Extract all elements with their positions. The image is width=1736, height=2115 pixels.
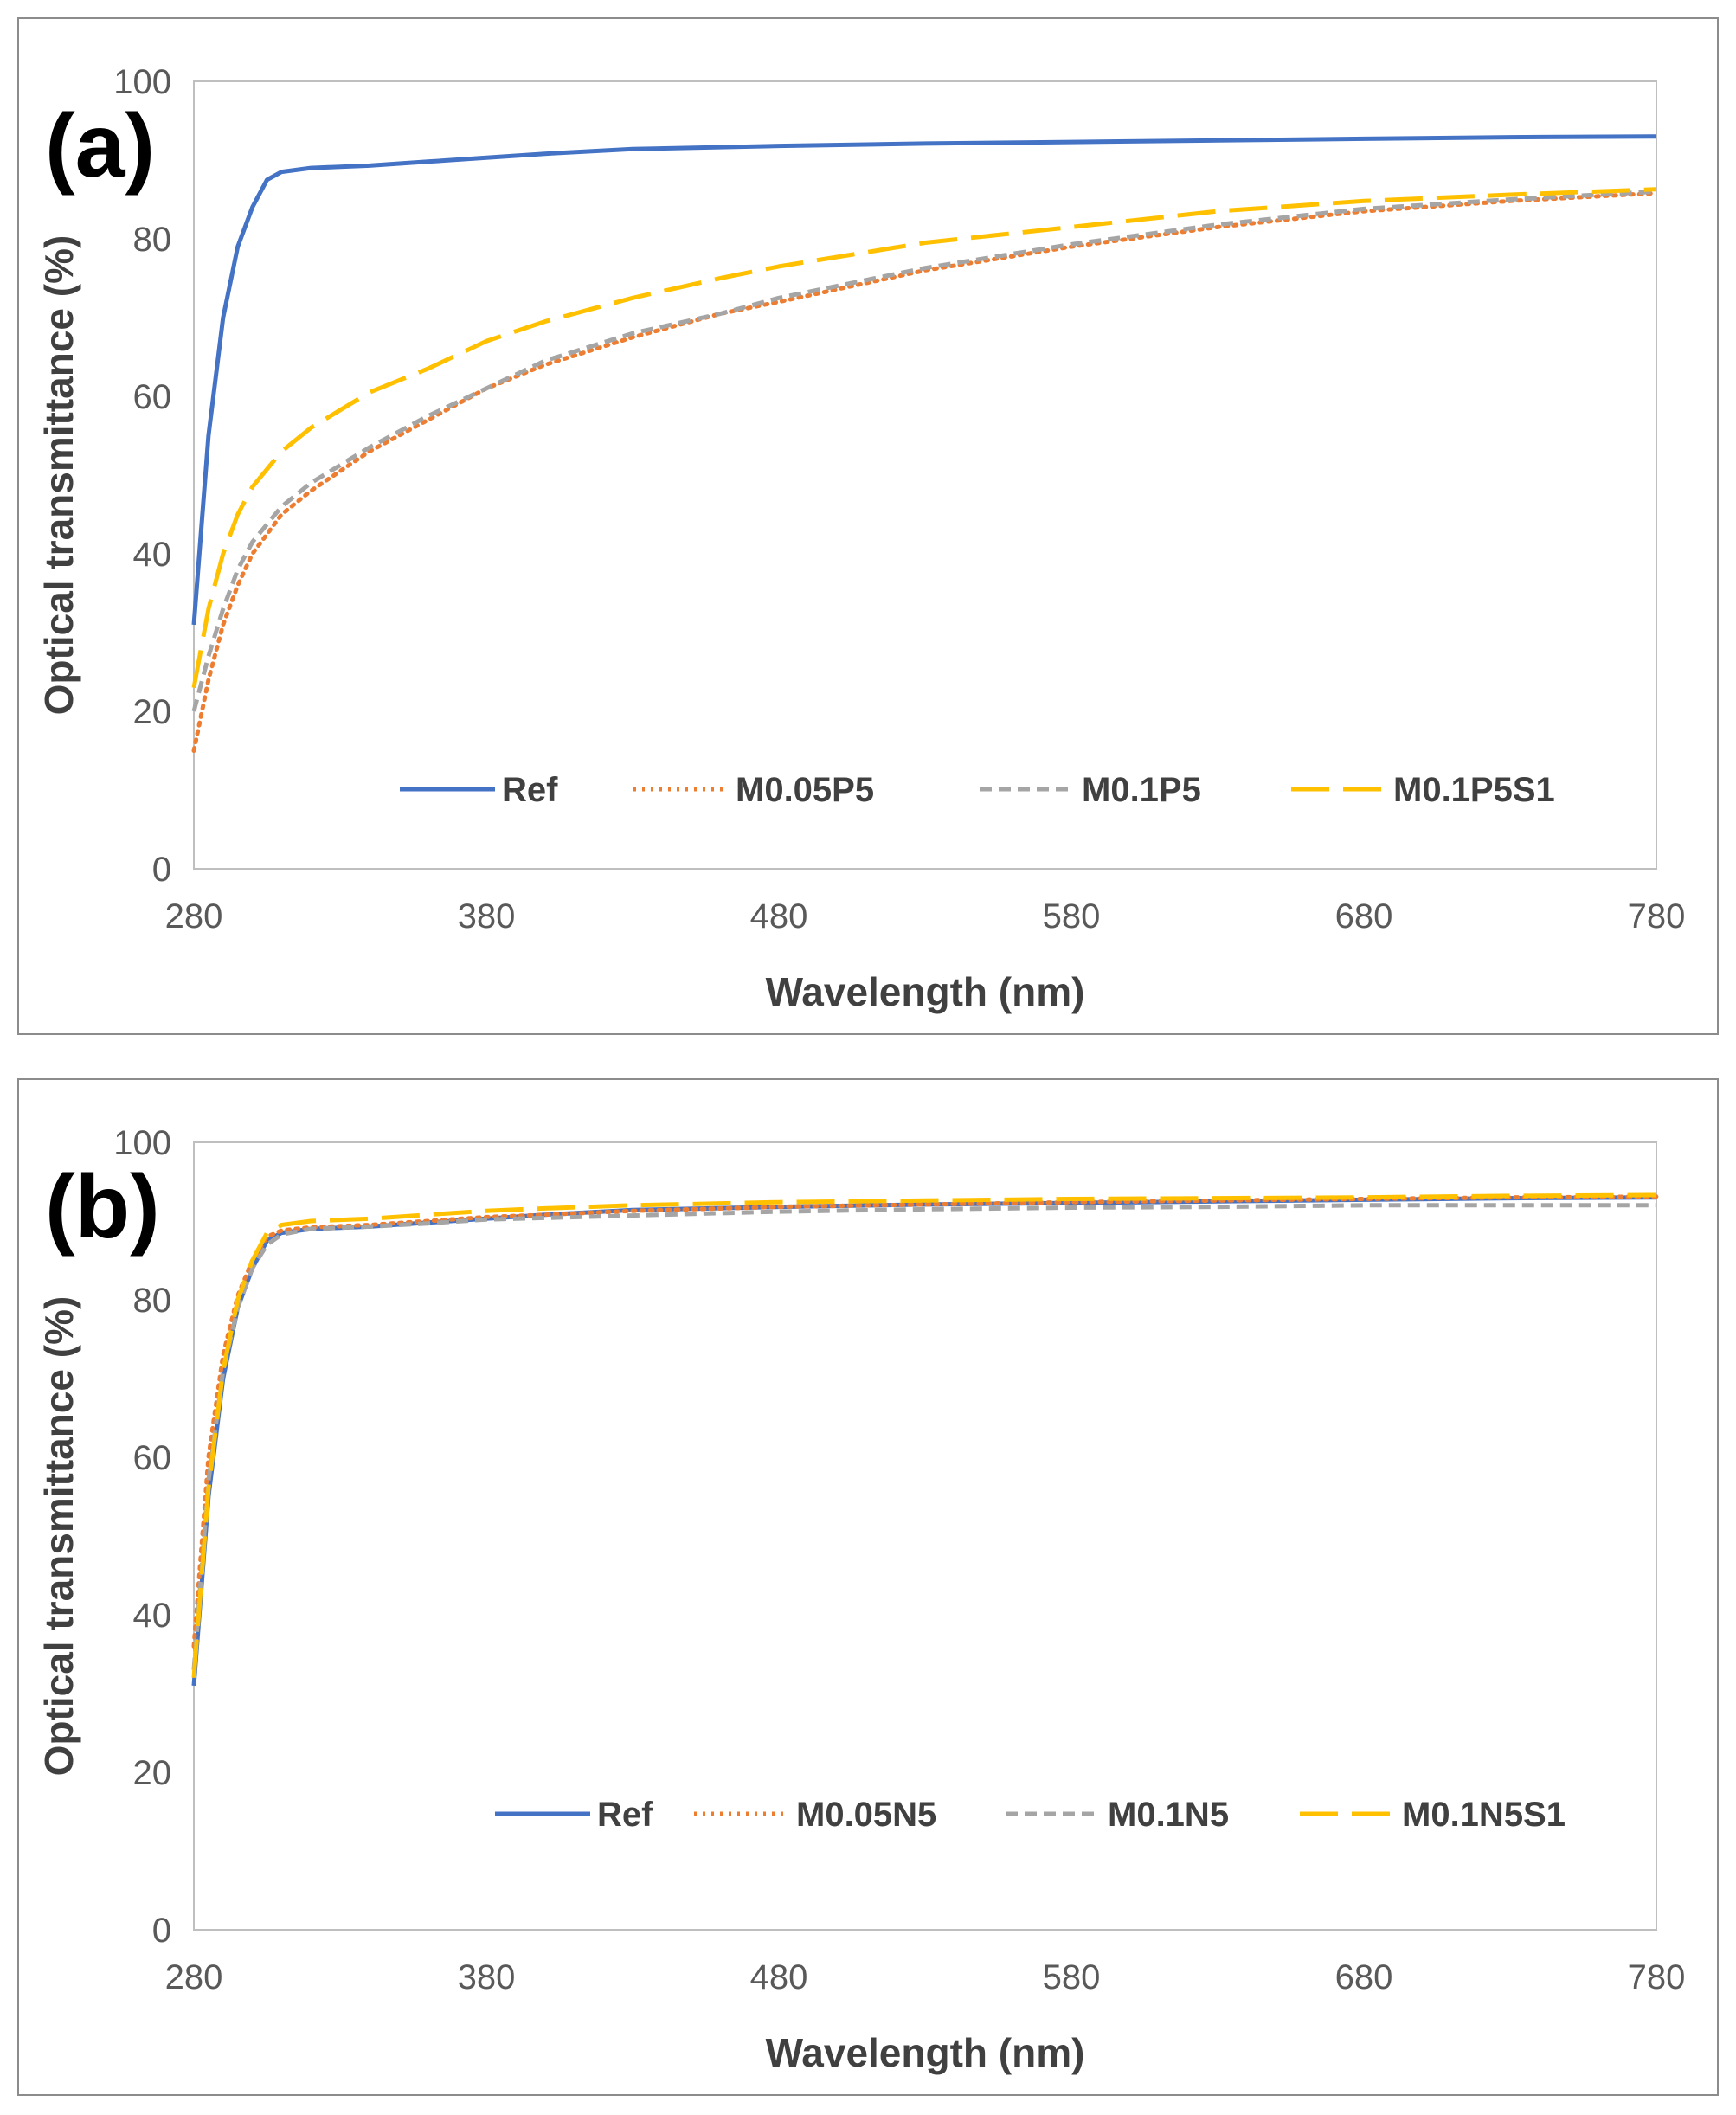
panel-label: (a) [45, 96, 155, 196]
series-line-Ref [191, 1195, 1657, 1687]
chart-panel-a: 0 20 40 60 80 100 280 380 480 580 680 780 Wavelength… [17, 17, 1719, 1035]
panel-label: (b) [45, 1157, 160, 1257]
y-tick-label: 100 [113, 1124, 171, 1162]
legend-label-M0.05P5: M0.05P5 [736, 771, 874, 809]
series-line-M0.1P5 [191, 189, 1657, 712]
y-tick-label: 0 [152, 1912, 171, 1950]
legend-label-M0.1P5S1: M0.1P5S1 [1393, 771, 1555, 809]
plot-area-frame [193, 1141, 1657, 1931]
x-tick-label: 280 [165, 897, 223, 935]
legend-label-M0.1N5: M0.1N5 [1108, 1796, 1229, 1834]
x-tick-label: 380 [458, 1958, 516, 1996]
legend-label-M0.1N5S1: M0.1N5S1 [1402, 1796, 1566, 1834]
series-line-M0.05P5 [191, 190, 1659, 753]
x-tick-label: 680 [1335, 1958, 1393, 1996]
y-tick-label: 100 [113, 63, 171, 101]
series-line-M0.1N5S1 [191, 1192, 1657, 1678]
y-tick-label: 60 [133, 1439, 172, 1477]
x-tick-label: 680 [1335, 897, 1393, 935]
y-axis-title: Optical transmittance (%) [36, 235, 81, 716]
legend-label-M0.05N5: M0.05N5 [796, 1796, 936, 1834]
legend-label-M0.1P5: M0.1P5 [1082, 771, 1201, 809]
chart-a-svg: 0 20 40 60 80 100 280 380 480 580 680 780 Wavelength… [36, 63, 1686, 1014]
y-tick-label: 20 [133, 693, 172, 731]
x-axis-title: Wavelength (nm) [766, 2030, 1085, 2075]
y-tick-label: 80 [133, 221, 172, 259]
x-tick-label: 480 [750, 1958, 808, 1996]
x-tick-label: 580 [1043, 1958, 1101, 1996]
y-tick-label: 80 [133, 1282, 172, 1320]
plot-area-frame [193, 80, 1657, 870]
chart-panel-b: 0 20 40 60 80 100 280 380 480 580 680 780 Wavelength… [17, 1078, 1719, 2096]
x-tick-label: 780 [1628, 897, 1686, 935]
y-tick-label: 20 [133, 1754, 172, 1792]
legend-label-Ref: Ref [502, 771, 558, 809]
y-tick-label: 40 [133, 536, 172, 574]
series-line-M0.1P5S1 [191, 187, 1657, 689]
x-tick-label: 780 [1628, 1958, 1686, 1996]
y-tick-label: 60 [133, 378, 172, 416]
x-tick-label: 280 [165, 1958, 223, 1996]
chart-b-svg: 0 20 40 60 80 100 280 380 480 580 680 780 Wavelength… [36, 1124, 1686, 2075]
series-line-Ref [191, 134, 1657, 626]
x-axis-title: Wavelength (nm) [766, 969, 1085, 1014]
series-line-M0.1N5 [191, 1203, 1656, 1670]
y-tick-label: 0 [152, 851, 171, 889]
x-tick-label: 580 [1043, 897, 1101, 935]
series-line-M0.05N5 [191, 1194, 1659, 1649]
legend-label-Ref: Ref [597, 1796, 653, 1834]
x-tick-label: 380 [458, 897, 516, 935]
x-tick-label: 480 [750, 897, 808, 935]
y-tick-label: 40 [133, 1597, 172, 1635]
y-axis-title: Optical transmittance (%) [36, 1296, 81, 1777]
